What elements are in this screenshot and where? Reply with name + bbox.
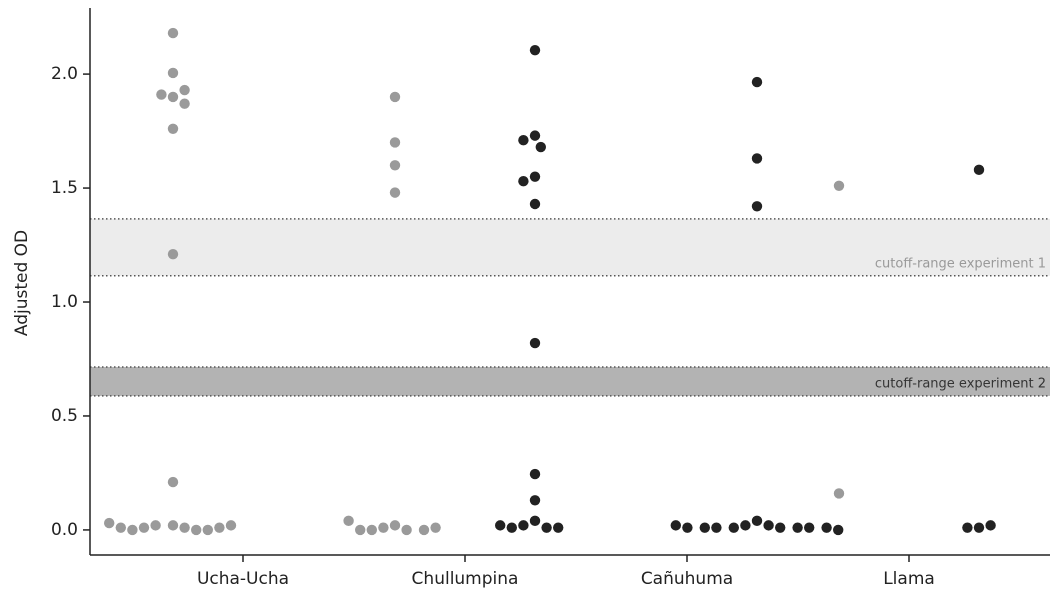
data-point (104, 517, 115, 529)
data-point (366, 524, 377, 536)
data-point (167, 248, 179, 260)
x-tick-label: Cañuhuma (641, 569, 733, 589)
data-point (973, 164, 985, 176)
data-point (115, 522, 127, 533)
cutoff-band (90, 218, 1050, 276)
data-point (985, 520, 996, 531)
y-axis-label: Adjusted OD (12, 230, 32, 336)
y-tick-label: 0.5 (51, 406, 78, 426)
data-point (138, 522, 150, 533)
data-point (962, 522, 973, 533)
data-point (156, 89, 167, 100)
data-point (529, 515, 541, 527)
band-label: cutoff-range experiment 2 (875, 376, 1046, 391)
data-point (389, 91, 401, 103)
x-tick-label: Chullumpina (412, 569, 519, 589)
data-point (179, 522, 190, 533)
data-point (682, 522, 693, 533)
data-point (699, 522, 710, 533)
data-point (150, 520, 161, 531)
y-tick-label: 0.0 (51, 520, 78, 540)
data-point (529, 198, 541, 210)
data-point (378, 522, 389, 533)
data-point (973, 522, 985, 533)
data-point (833, 524, 844, 536)
data-point (202, 524, 213, 536)
data-point (529, 468, 541, 480)
data-point (214, 522, 225, 533)
data-point (518, 134, 529, 146)
band-label: cutoff-range experiment 1 (875, 256, 1046, 271)
x-tick-label: Ucha-Ucha (197, 569, 289, 589)
cutoff-band (90, 366, 1050, 396)
data-point (179, 98, 190, 109)
data-point (541, 522, 552, 533)
data-point (167, 67, 179, 79)
data-point (518, 176, 529, 187)
data-point (167, 123, 179, 134)
data-point (751, 515, 763, 527)
data-point (167, 520, 179, 531)
data-point (225, 520, 237, 531)
data-point (751, 76, 763, 88)
data-point (804, 522, 815, 533)
data-point (495, 520, 506, 531)
data-point (670, 520, 681, 531)
data-point (792, 522, 803, 533)
data-point (763, 520, 774, 531)
data-point (529, 337, 541, 349)
data-point (191, 524, 202, 536)
data-point (389, 520, 401, 531)
data-point (751, 201, 763, 212)
data-point (401, 524, 412, 536)
data-point (529, 44, 541, 56)
data-point (529, 495, 541, 506)
data-point (553, 522, 564, 533)
data-point (418, 524, 430, 536)
y-tick-label: 1.0 (51, 292, 78, 312)
data-point (740, 520, 751, 531)
data-point (833, 180, 845, 191)
data-point (535, 141, 546, 153)
data-point (775, 522, 786, 533)
data-point (355, 524, 366, 536)
data-point (728, 522, 739, 533)
data-point (167, 476, 179, 488)
data-point (430, 522, 441, 533)
data-point (833, 488, 845, 499)
data-point (127, 524, 138, 536)
data-point (529, 130, 541, 141)
data-point (518, 520, 529, 531)
data-point (529, 171, 541, 182)
data-point (389, 160, 401, 171)
data-point (389, 187, 401, 198)
data-point (751, 153, 763, 164)
x-tick-label: Llama (883, 569, 935, 589)
data-point (506, 522, 517, 533)
data-point (343, 515, 354, 527)
data-point (179, 84, 190, 96)
data-point (821, 522, 832, 533)
data-point (167, 27, 179, 39)
data-point (389, 137, 401, 148)
data-point (711, 522, 722, 533)
data-point (167, 91, 179, 103)
y-tick-label: 1.5 (51, 178, 78, 198)
y-tick-label: 2.0 (51, 64, 78, 84)
